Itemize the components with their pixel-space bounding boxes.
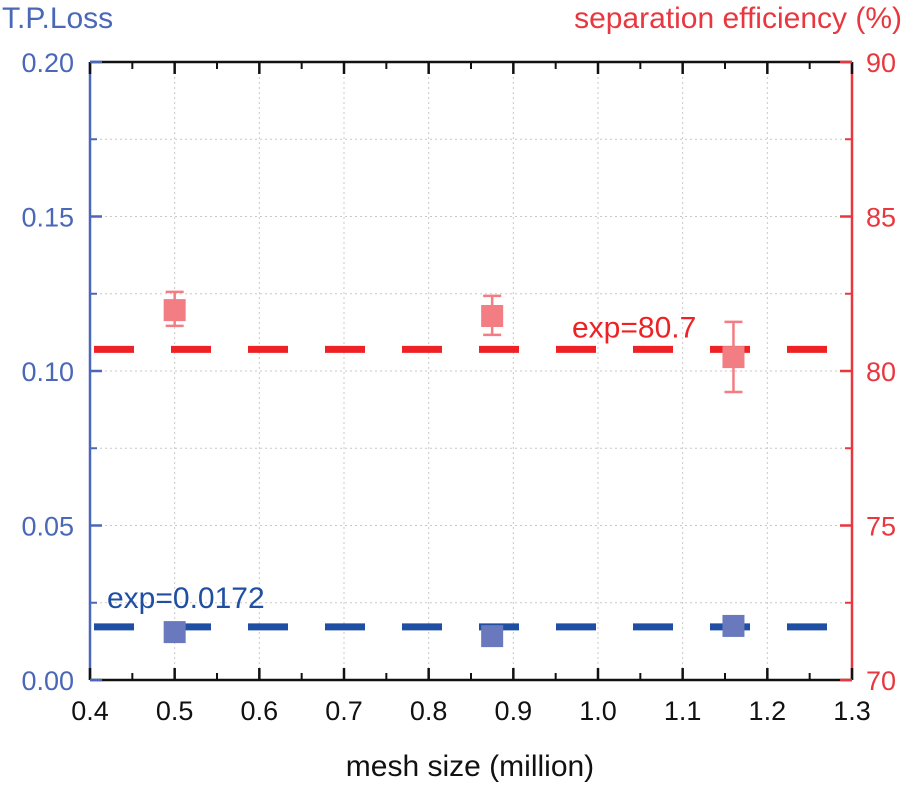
y-left-tick-label: 0.05 bbox=[21, 512, 74, 542]
y-left-tick-label: 0.00 bbox=[21, 666, 74, 696]
y-axis-right-title: separation efficiency (%) bbox=[574, 2, 902, 35]
tp-loss-exp-label: exp=0.0172 bbox=[107, 582, 265, 615]
y-axis-left-title: T.P.Loss bbox=[2, 2, 113, 35]
tp-loss-point bbox=[481, 625, 504, 648]
x-axis-title: mesh size (million) bbox=[346, 750, 594, 783]
x-tick-label: 0.8 bbox=[410, 696, 448, 726]
efficiency-exp-label: exp=80.7 bbox=[572, 311, 696, 344]
x-tick-label: 0.9 bbox=[495, 696, 533, 726]
y-right-tick-label: 70 bbox=[866, 666, 896, 696]
efficiency-point bbox=[163, 299, 186, 322]
y-right-tick-label: 90 bbox=[866, 48, 896, 78]
efficiency-point bbox=[481, 304, 504, 327]
efficiency-point bbox=[722, 346, 745, 369]
tp-loss-point bbox=[163, 621, 186, 644]
y-left-tick-label: 0.10 bbox=[21, 357, 74, 387]
axes: 0.4 0.5 0.6 0.7 0.8 0.9 1.0 1.1 1.2 1.3 0.00 0.05 0.… bbox=[21, 48, 896, 726]
x-tick-label: 1.2 bbox=[749, 696, 787, 726]
x-tick-label: 0.7 bbox=[325, 696, 363, 726]
y-left-tick-label: 0.20 bbox=[21, 48, 74, 78]
y-left-tick-label: 0.15 bbox=[21, 203, 74, 233]
grid-lines bbox=[90, 62, 852, 680]
y-right-tick-label: 85 bbox=[866, 203, 896, 233]
x-tick-label: 0.4 bbox=[71, 696, 109, 726]
x-tick-label: 1.1 bbox=[664, 696, 702, 726]
x-tick-label: 1.0 bbox=[579, 696, 617, 726]
x-tick-label: 1.3 bbox=[833, 696, 871, 726]
x-tick-label: 0.5 bbox=[156, 696, 194, 726]
reference-lines: exp=0.0172 exp=80.7 bbox=[94, 311, 846, 631]
data-marks bbox=[163, 290, 745, 648]
y-right-tick-label: 75 bbox=[866, 512, 896, 542]
tp-loss-point bbox=[722, 614, 745, 637]
x-tick-label: 0.6 bbox=[241, 696, 279, 726]
y-right-tick-label: 80 bbox=[866, 357, 896, 387]
